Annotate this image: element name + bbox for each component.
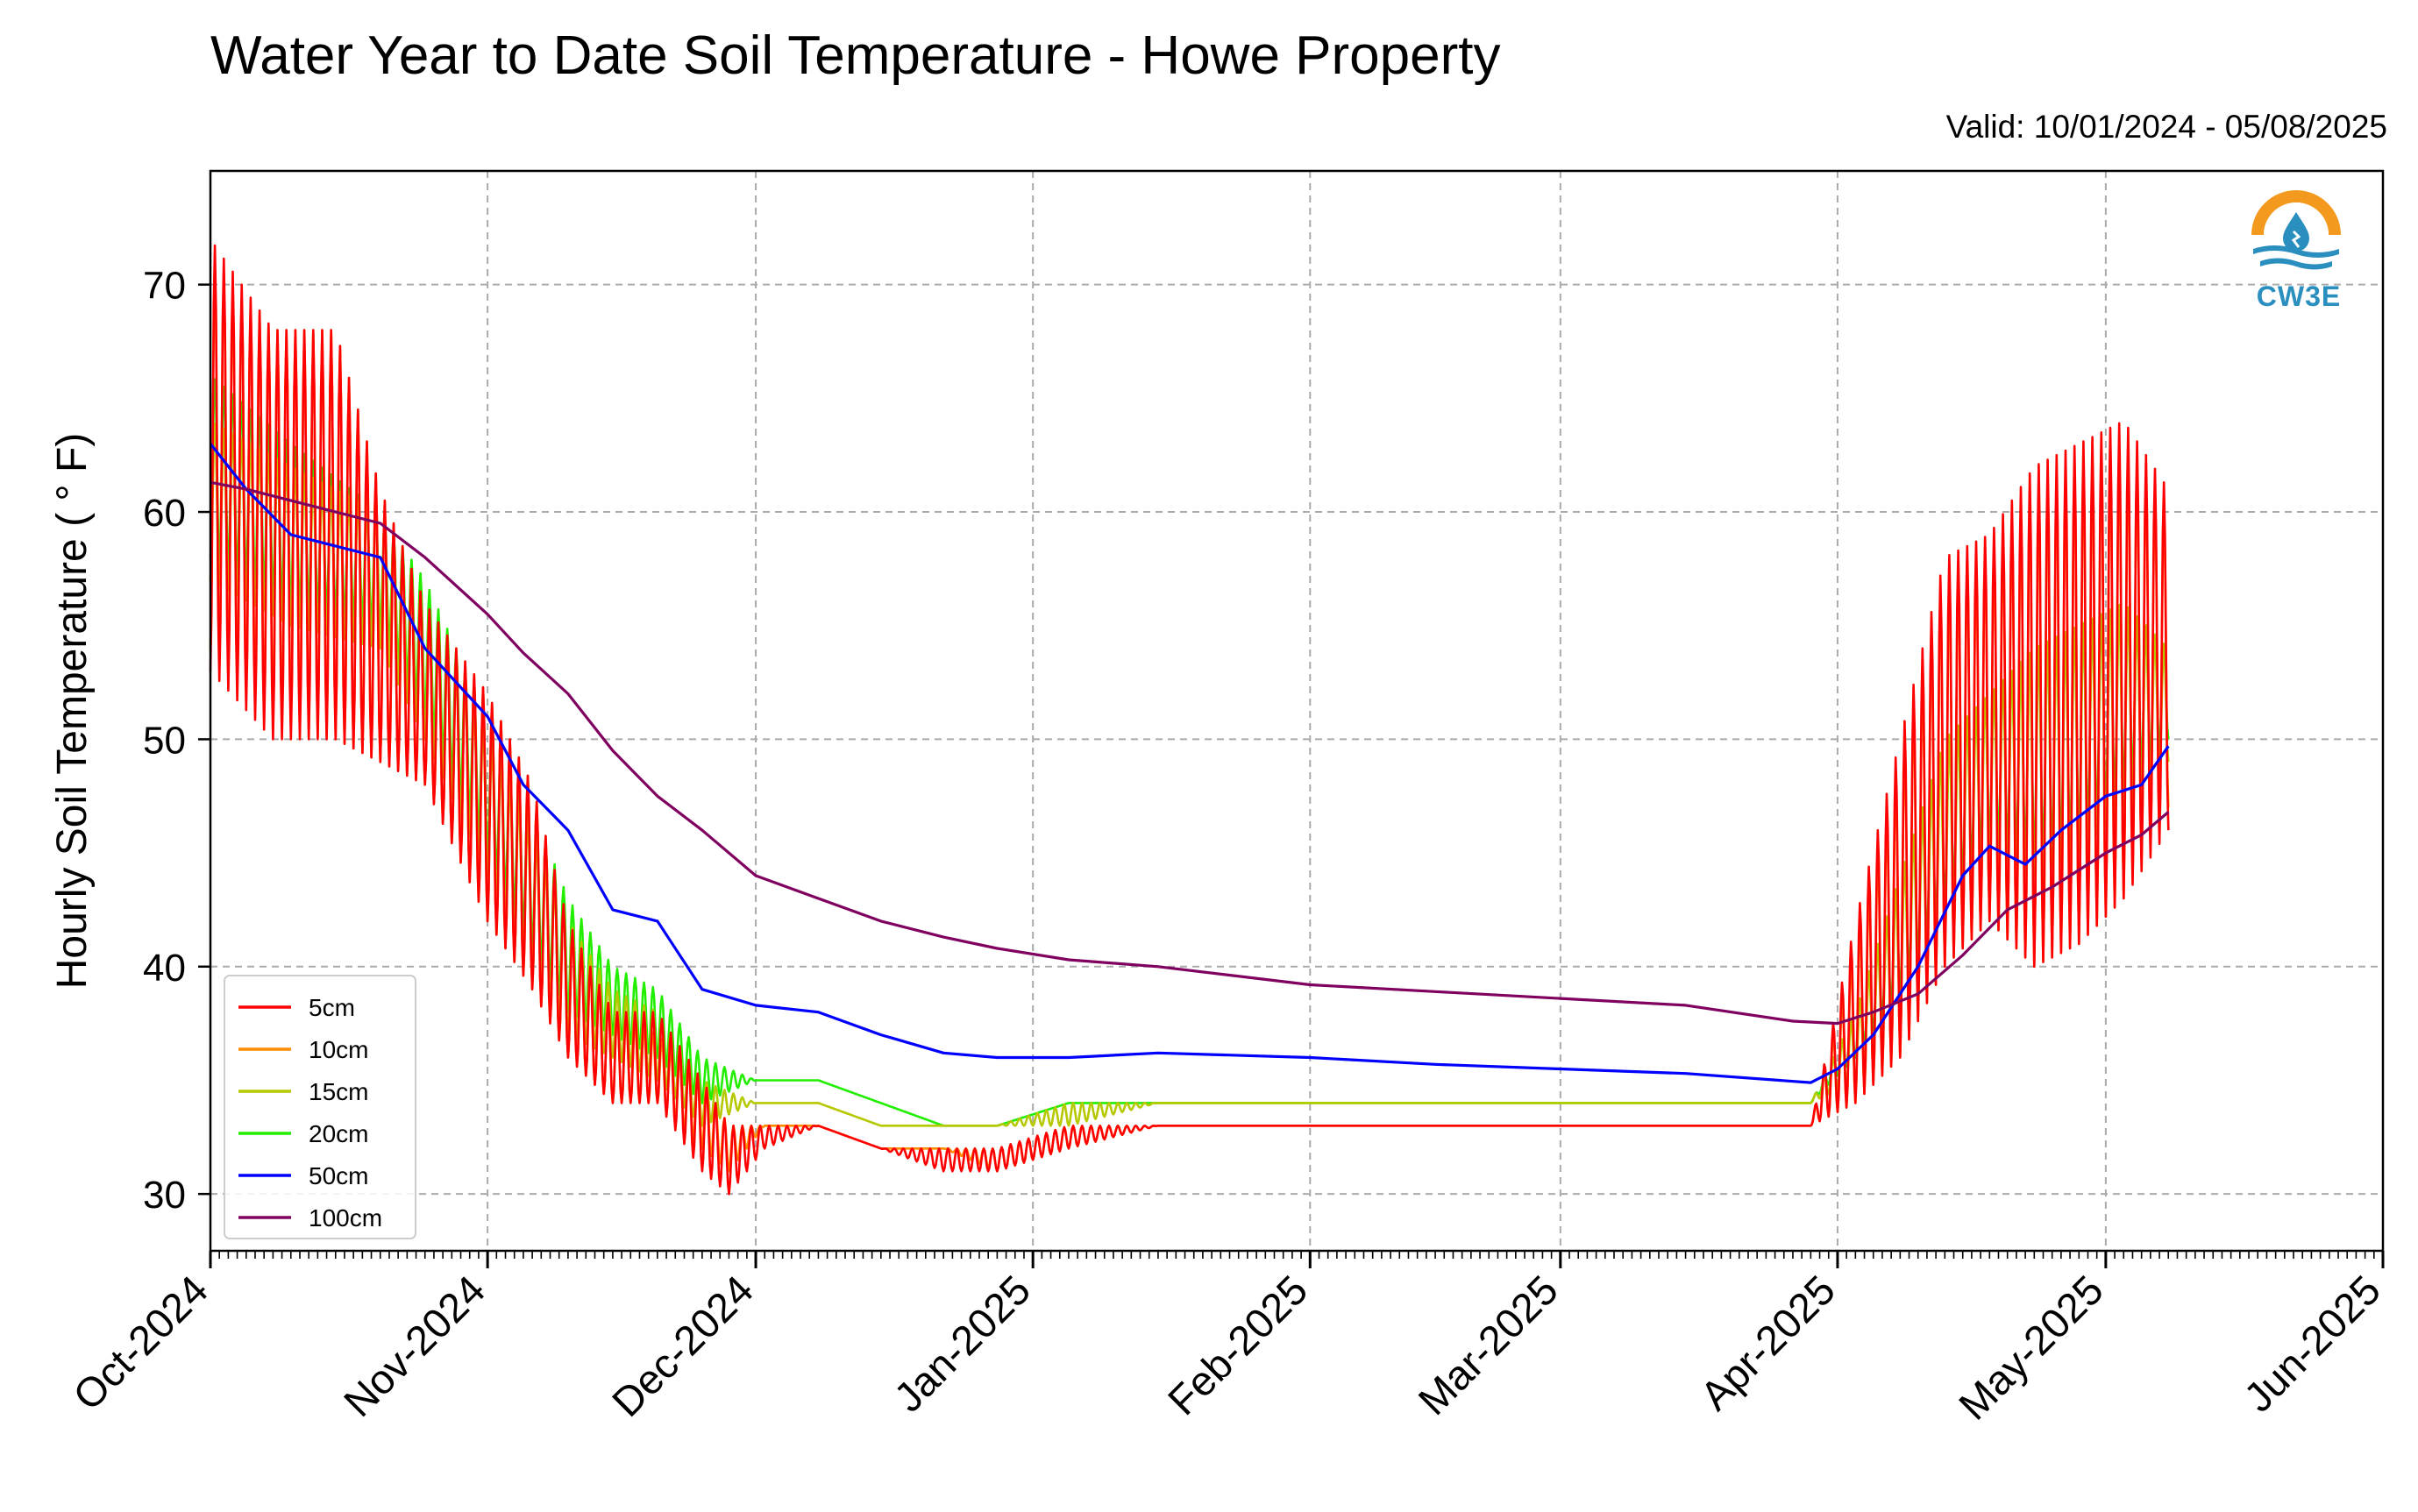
x-tick-label: May-2025 bbox=[1950, 1267, 2112, 1429]
y-tick-label: 60 bbox=[143, 492, 186, 535]
x-tick-label: Jan-2025 bbox=[885, 1267, 1039, 1421]
y-tick-label: 30 bbox=[143, 1174, 186, 1217]
legend-label-5cm: 5cm bbox=[309, 994, 355, 1021]
logo-text: CW3E bbox=[2256, 280, 2342, 312]
x-tick-label: Apr-2025 bbox=[1691, 1267, 1844, 1419]
plot-frame bbox=[209, 169, 2385, 1253]
series-layer bbox=[209, 244, 2170, 1196]
x-tick-label: Mar-2025 bbox=[1409, 1267, 1567, 1424]
series-line-50cm bbox=[209, 443, 2170, 1084]
grid bbox=[210, 171, 2383, 1251]
cw3e-logo-icon bbox=[2251, 190, 2341, 270]
legend-label-10cm: 10cm bbox=[309, 1036, 368, 1063]
legend-label-20cm: 20cm bbox=[309, 1120, 368, 1147]
legend-label-15cm: 15cm bbox=[309, 1078, 368, 1105]
series-line-15cm bbox=[209, 422, 2170, 1127]
legend-label-100cm: 100cm bbox=[309, 1204, 382, 1232]
axes: 30 40 50 60 70 Oct-2024 Nov-2024 Dec-2024 Jan-20… bbox=[64, 265, 2389, 1429]
series-line-100cm bbox=[210, 480, 2170, 1026]
y-tick-label: 70 bbox=[143, 265, 186, 308]
legend-label-50cm: 50cm bbox=[309, 1162, 368, 1189]
x-tick-label: Feb-2025 bbox=[1159, 1267, 1317, 1424]
valid-date-range: Valid: 10/01/2024 - 05/08/2025 bbox=[1945, 109, 2387, 145]
y-axis-label: Hourly Soil Temperature ( ° F) bbox=[49, 433, 96, 990]
y-tick-label: 40 bbox=[143, 947, 186, 990]
x-tick-label: Oct-2024 bbox=[64, 1267, 217, 1419]
series-line-5cm bbox=[209, 244, 2170, 1196]
x-tick-label: Nov-2024 bbox=[335, 1267, 494, 1426]
chart-title: Water Year to Date Soil Temperature - Ho… bbox=[210, 25, 1501, 86]
x-tick-label: Dec-2024 bbox=[603, 1267, 763, 1426]
legend: 5cm 10cm 15cm 20cm 50cm 100cm bbox=[224, 975, 416, 1239]
y-tick-label: 50 bbox=[143, 719, 186, 762]
x-tick-label: Jun-2025 bbox=[2235, 1267, 2389, 1421]
legend-box bbox=[224, 975, 416, 1239]
